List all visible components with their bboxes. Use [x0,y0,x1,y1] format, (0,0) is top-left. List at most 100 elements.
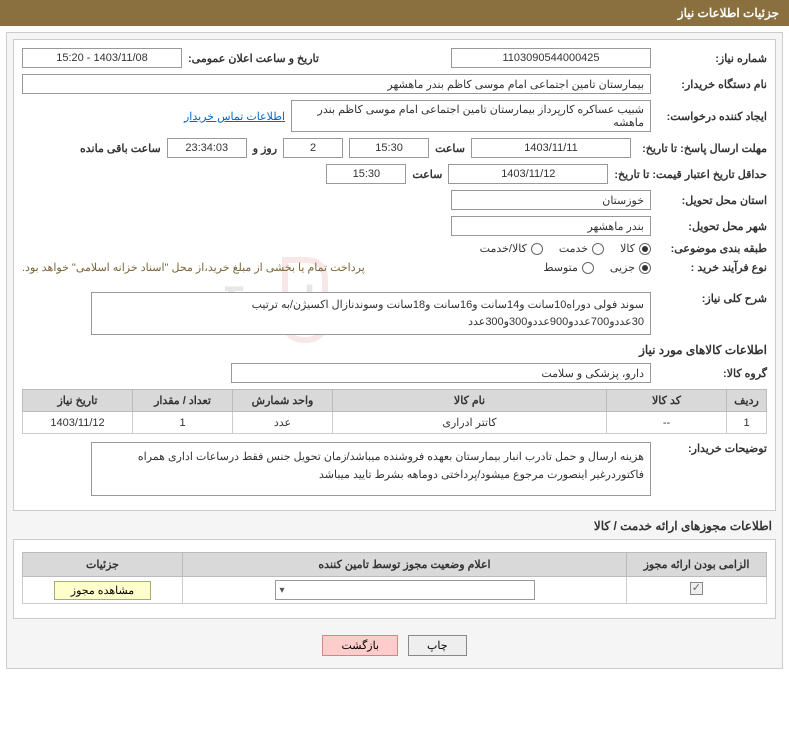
cell-qty: 1 [133,412,233,434]
table-row: 1 -- کاتتر ادراری عدد 1 1403/11/12 [23,412,767,434]
cell-name: کاتتر ادراری [333,412,607,434]
reply-date-value: 1403/11/11 [471,138,631,158]
category-option-service[interactable]: خدمت [559,242,604,255]
row-delivery-city: شهر محل تحویل: بندر ماهشهر [22,216,767,236]
category-option-label: کالا [620,242,635,255]
radio-icon [639,262,651,274]
purchase-type-label-text: جزیی [610,261,635,274]
purchase-type-radio-group: جزیی متوسط [543,261,651,274]
delivery-province-label: استان محل تحویل: [657,194,767,207]
payment-note: پرداخت تمام یا بخشی از مبلغ خرید،از محل … [22,261,365,274]
license-th-mandatory: الزامی بودن ارائه مجوز [627,553,767,577]
goods-th-row: ردیف [727,390,767,412]
buyer-notes-label: توضیحات خریدار: [657,442,767,455]
buyer-org-value: بیمارستان تامین اجتماعی امام موسی کاظم ب… [22,74,651,94]
back-button[interactable]: بازگشت [322,635,398,656]
radio-icon [531,243,543,255]
reply-deadline-label: مهلت ارسال پاسخ: تا تاریخ: [637,142,767,155]
row-reply-deadline: مهلت ارسال پاسخ: تا تاریخ: 1403/11/11 سا… [22,138,767,158]
category-option-label: کالا/خدمت [480,242,527,255]
goods-th-qty: تعداد / مقدار [133,390,233,412]
remaining-label: ساعت باقی مانده [80,142,161,155]
cell-unit: عدد [233,412,333,434]
row-buyer-notes: توضیحات خریدار: هزینه ارسال و حمل تادرب … [22,442,767,496]
row-requester: ایجاد کننده درخواست: شبیب عساکره کارپردا… [22,100,767,132]
cell-date: 1403/11/12 [23,412,133,434]
row-category: طبقه بندی موضوعی: کالا خدمت کالا/خدمت [22,242,767,255]
print-button[interactable]: چاپ [408,635,467,656]
requester-value: شبیب عساکره کارپرداز بیمارستان تامین اجت… [291,100,651,132]
reply-hour-label: ساعت [435,142,465,155]
mandatory-checkbox[interactable] [690,582,703,595]
announce-datetime-label: تاریخ و ساعت اعلان عمومی: [188,52,319,65]
goods-table-header-row: ردیف کد کالا نام کالا واحد شمارش تعداد /… [23,390,767,412]
license-section-title: اطلاعات مجوزهای ارائه خدمت / کالا [17,519,772,533]
delivery-city-label: شهر محل تحویل: [657,220,767,233]
main-outer-panel: AriaTender شماره نیاز: 1103090544000425 … [6,32,783,669]
cell-row: 1 [727,412,767,434]
category-option-goods[interactable]: کالا [620,242,651,255]
goods-table: ردیف کد کالا نام کالا واحد شمارش تعداد /… [22,389,767,434]
category-label: طبقه بندی موضوعی: [657,242,767,255]
goods-th-date: تاریخ نیاز [23,390,133,412]
row-overall-desc: شرح کلی نیاز: سوند فولی دوراه10سانت و14س… [22,292,767,335]
purchase-type-medium[interactable]: متوسط [543,261,594,274]
license-th-status: اعلام وضعیت مجوز توسط تامین کننده [183,553,627,577]
buyer-notes-value: هزینه ارسال و حمل تادرب انبار بیمارستان … [91,442,651,496]
need-number-label: شماره نیاز: [657,52,767,65]
license-header-row: الزامی بودن ارائه مجوز اعلام وضعیت مجوز … [23,553,767,577]
purchase-type-label-text: متوسط [543,261,578,274]
requester-label: ایجاد کننده درخواست: [657,110,767,123]
license-status-select[interactable]: ▾ [275,580,535,600]
overall-desc-label: شرح کلی نیاز: [657,292,767,305]
bottom-buttons: چاپ بازگشت [7,625,782,668]
radio-icon [639,243,651,255]
category-option-label: خدمت [559,242,588,255]
row-price-validity: حداقل تاریخ اعتبار قیمت: تا تاریخ: 1403/… [22,164,767,184]
license-row: ▾ مشاهده مجوز [23,577,767,604]
page-title: جزئیات اطلاعات نیاز [678,6,779,20]
overall-desc-value: سوند فولی دوراه10سانت و14سانت و16سانت و1… [91,292,651,335]
buyer-contact-link[interactable]: اطلاعات تماس خریدار [184,110,285,123]
row-buyer-org: نام دستگاه خریدار: بیمارستان تامین اجتما… [22,74,767,94]
goods-th-unit: واحد شمارش [233,390,333,412]
page-header: جزئیات اطلاعات نیاز [0,0,789,26]
license-table: الزامی بودن ارائه مجوز اعلام وضعیت مجوز … [22,552,767,604]
radio-icon [592,243,604,255]
price-validity-label: حداقل تاریخ اعتبار قیمت: تا تاریخ: [614,168,767,181]
time-remaining-value: 23:34:03 [167,138,247,158]
goods-th-name: نام کالا [333,390,607,412]
cell-code: -- [607,412,727,434]
purchase-type-label: نوع فرآیند خرید : [657,261,767,274]
row-purchase-type: نوع فرآیند خرید : جزیی متوسط پرداخت تمام… [22,261,767,274]
delivery-city-value: بندر ماهشهر [451,216,651,236]
license-th-details: جزئیات [23,553,183,577]
category-option-both[interactable]: کالا/خدمت [480,242,543,255]
delivery-province-value: خوزستان [451,190,651,210]
view-license-button[interactable]: مشاهده مجوز [54,581,151,600]
goods-group-value: دارو، پزشکی و سلامت [231,363,651,383]
main-inner-panel: AriaTender شماره نیاز: 1103090544000425 … [13,39,776,511]
chevron-down-icon: ▾ [280,585,285,596]
license-status-cell: ▾ [183,577,627,604]
goods-section-title: اطلاعات کالاهای مورد نیاز [22,343,767,357]
row-need-number: شماره نیاز: 1103090544000425 تاریخ و ساع… [22,48,767,68]
price-validity-date: 1403/11/12 [448,164,608,184]
goods-group-label: گروه کالا: [657,367,767,380]
row-delivery-province: استان محل تحویل: خوزستان [22,190,767,210]
license-details-cell: مشاهده مجوز [23,577,183,604]
announce-datetime-value: 1403/11/08 - 15:20 [22,48,182,68]
license-panel: الزامی بودن ارائه مجوز اعلام وضعیت مجوز … [13,539,776,619]
buyer-org-label: نام دستگاه خریدار: [657,78,767,91]
radio-icon [582,262,594,274]
price-validity-time: 15:30 [326,164,406,184]
price-validity-hour-label: ساعت [412,168,442,181]
purchase-type-minor[interactable]: جزیی [610,261,651,274]
need-number-value: 1103090544000425 [451,48,651,68]
reply-time-value: 15:30 [349,138,429,158]
goods-th-code: کد کالا [607,390,727,412]
license-mandatory-cell [627,577,767,604]
category-radio-group: کالا خدمت کالا/خدمت [480,242,651,255]
days-remaining-value: 2 [283,138,343,158]
row-goods-group: گروه کالا: دارو، پزشکی و سلامت [22,363,767,383]
